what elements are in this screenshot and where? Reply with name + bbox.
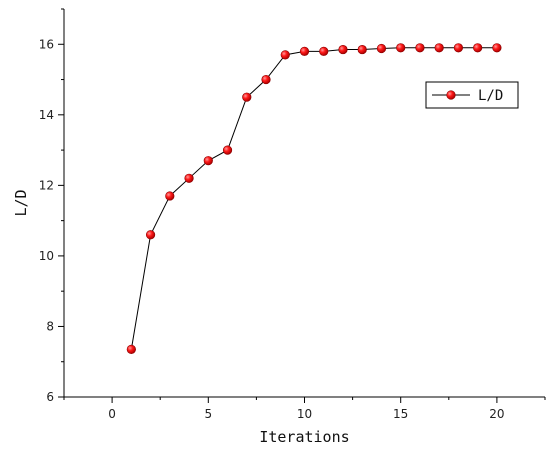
- y-tick-label: 10: [39, 249, 54, 263]
- data-point: [126, 344, 136, 354]
- x-axis-title: Iterations: [259, 428, 349, 446]
- data-point: [203, 156, 213, 166]
- data-point: [242, 92, 252, 102]
- data-point: [338, 44, 348, 55]
- data-point: [184, 173, 194, 183]
- x-tick-label: 5: [204, 407, 212, 421]
- y-axis-title: L/D: [12, 189, 30, 216]
- y-tick-label: 12: [39, 178, 54, 192]
- data-point: [396, 43, 406, 53]
- x-tick-label: 20: [489, 407, 504, 421]
- data-point: [222, 145, 233, 155]
- data-point: [415, 43, 425, 53]
- x-tick-label: 10: [297, 407, 312, 421]
- data-point: [453, 43, 464, 53]
- legend-marker: [446, 90, 456, 100]
- data-point: [434, 43, 444, 53]
- y-tick-label: 14: [39, 108, 54, 122]
- data-point: [492, 43, 502, 53]
- axes: 0 5 10 15 20 6 8 10 12 14 16: [39, 8, 546, 421]
- data-point: [319, 46, 329, 56]
- data-point: [473, 43, 483, 53]
- x-tick-label: 15: [393, 407, 408, 421]
- x-tick-label: 0: [108, 407, 116, 421]
- data-point: [261, 74, 271, 85]
- data-point: [299, 46, 310, 56]
- y-tick-label: 6: [46, 390, 54, 404]
- data-point: [376, 43, 387, 54]
- data-point: [145, 230, 156, 240]
- data-point: [357, 44, 367, 55]
- y-tick-label: 16: [39, 37, 54, 51]
- data-point: [280, 50, 290, 60]
- y-tick-label: 8: [46, 319, 54, 333]
- series-layer: [126, 43, 502, 354]
- legend: L/D: [425, 81, 519, 109]
- data-point: [165, 191, 175, 201]
- legend-label: L/D: [478, 88, 503, 104]
